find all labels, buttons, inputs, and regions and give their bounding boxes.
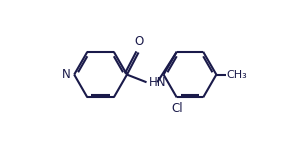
Text: Cl: Cl	[172, 102, 183, 115]
Text: N: N	[62, 68, 71, 81]
Text: CH₃: CH₃	[227, 70, 247, 80]
Text: HN: HN	[149, 76, 167, 89]
Text: O: O	[134, 35, 143, 48]
